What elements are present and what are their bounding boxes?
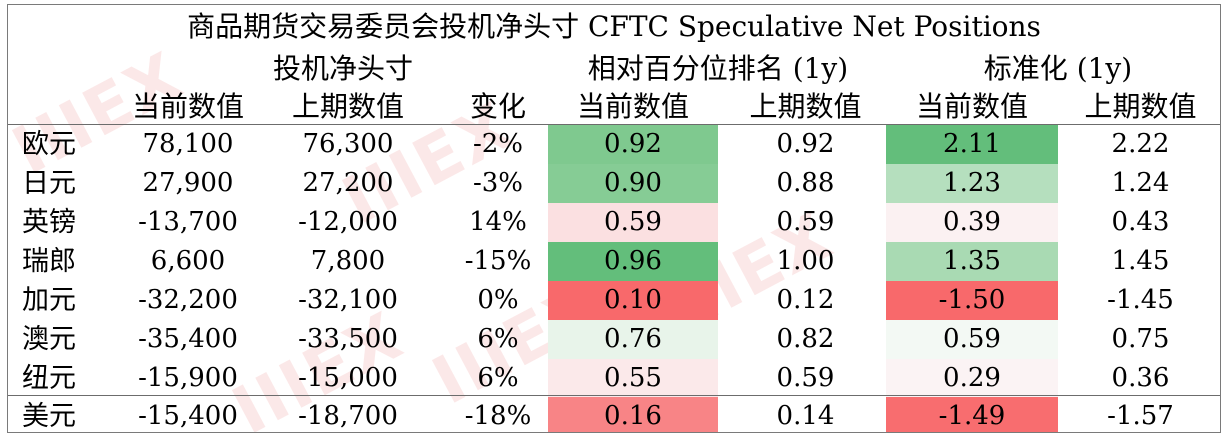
table-row: 欧元 78,100 76,300 -2% 0.92 0.92 2.11 2.22 <box>8 125 1220 164</box>
currency-label: 美元 <box>22 401 76 432</box>
currency-label: 澳元 <box>22 324 76 355</box>
table-title: 商品期货交易委员会投机净头寸 CFTC Speculative Net Posi… <box>187 10 1041 43</box>
rank-current-cell: 0.16 <box>548 397 718 432</box>
value-current-cell: -15,900 <box>138 363 238 393</box>
column-header: 当前数值 <box>131 90 244 123</box>
column-header: 上期数值 <box>291 90 404 123</box>
zscore-current-cell: -1.50 <box>886 281 1058 320</box>
change-cell: -15% <box>464 246 532 276</box>
column-header: 当前数值 <box>576 90 689 123</box>
zscore-current-cell: 0.29 <box>886 359 1058 398</box>
currency-label: 瑞郎 <box>22 246 76 277</box>
rank-current-cell: 0.10 <box>548 281 718 320</box>
column-header: 当前数值 <box>915 90 1028 123</box>
table-row: 纽元 -15,900 -15,000 6% 0.55 0.59 0.29 0.36 <box>8 359 1220 398</box>
zscore-previous-cell: 0.43 <box>1111 207 1170 237</box>
rank-current-cell: 0.90 <box>548 164 718 203</box>
rank-previous-cell: 0.59 <box>776 363 835 393</box>
currency-label: 英镑 <box>22 207 76 238</box>
value-previous-cell: -18,700 <box>298 401 398 431</box>
zscore-current-cell: 0.39 <box>886 203 1058 242</box>
header-divider <box>8 124 1220 125</box>
zscore-current-cell: 0.59 <box>886 320 1058 359</box>
column-header: 上期数值 <box>1084 90 1197 123</box>
value-previous-cell: 7,800 <box>310 246 386 276</box>
rank-current-cell: 0.92 <box>548 125 718 164</box>
value-current-cell: -15,400 <box>138 401 238 431</box>
rank-current-cell: 0.96 <box>548 242 718 281</box>
group-header-percentile-rank: 相对百分位排名 (1y) <box>587 52 849 85</box>
table-row: 瑞郎 6,600 7,800 -15% 0.96 1.00 1.35 1.45 <box>8 242 1220 281</box>
value-previous-cell: 27,200 <box>302 168 394 198</box>
zscore-current-cell: 1.23 <box>886 164 1058 203</box>
value-current-cell: -32,200 <box>138 285 238 315</box>
rank-previous-cell: 1.00 <box>776 246 835 276</box>
zscore-previous-cell: 1.24 <box>1111 168 1170 198</box>
group-header-standardized: 标准化 (1y) <box>983 52 1133 85</box>
group-header-net-positions: 投机净头寸 <box>272 52 413 85</box>
rank-previous-cell: 0.82 <box>776 324 835 354</box>
table-row: 美元 -15,400 -18,700 -18% 0.16 0.14 -1.49 -1.57 <box>8 397 1220 432</box>
zscore-previous-cell: 1.45 <box>1111 246 1170 276</box>
zscore-current-cell: -1.49 <box>886 397 1058 432</box>
rank-current-cell: 0.55 <box>548 359 718 398</box>
value-previous-cell: -33,500 <box>298 324 398 354</box>
zscore-previous-cell: -1.57 <box>1107 401 1174 431</box>
change-cell: -18% <box>464 401 532 431</box>
change-cell: 6% <box>477 363 519 393</box>
value-current-cell: -13,700 <box>138 207 238 237</box>
rank-previous-cell: 0.14 <box>776 401 835 431</box>
change-cell: 14% <box>469 207 527 237</box>
rank-previous-cell: 0.92 <box>776 129 835 159</box>
table-row: 英镑 -13,700 -12,000 14% 0.59 0.59 0.39 0.43 <box>8 203 1220 242</box>
change-cell: -2% <box>472 129 524 159</box>
rank-current-cell: 0.59 <box>548 203 718 242</box>
change-cell: -3% <box>472 168 524 198</box>
change-cell: 6% <box>477 324 519 354</box>
currency-label: 欧元 <box>22 129 76 160</box>
value-previous-cell: -32,100 <box>298 285 398 315</box>
zscore-previous-cell: -1.45 <box>1107 285 1174 315</box>
rank-previous-cell: 0.59 <box>776 207 835 237</box>
rank-previous-cell: 0.88 <box>776 168 835 198</box>
value-current-cell: -35,400 <box>138 324 238 354</box>
rank-previous-cell: 0.12 <box>776 285 835 315</box>
value-previous-cell: 76,300 <box>302 129 394 159</box>
currency-label: 纽元 <box>22 363 76 394</box>
cftc-table: IIIEX IIIEX IIIEX IIIEX IIIEX 商品期货交易委员会投… <box>7 4 1221 433</box>
table-row: 加元 -32,200 -32,100 0% 0.10 0.12 -1.50 -1.45 <box>8 281 1220 320</box>
table-row: 日元 27,900 27,200 -3% 0.90 0.88 1.23 1.24 <box>8 164 1220 203</box>
value-current-cell: 27,900 <box>142 168 234 198</box>
usd-divider <box>8 395 1220 396</box>
value-current-cell: 6,600 <box>150 246 226 276</box>
zscore-previous-cell: 2.22 <box>1111 129 1170 159</box>
zscore-previous-cell: 0.75 <box>1111 324 1170 354</box>
column-header: 变化 <box>469 90 526 123</box>
zscore-current-cell: 2.11 <box>886 125 1058 164</box>
currency-label: 日元 <box>22 168 76 199</box>
column-header: 上期数值 <box>749 90 862 123</box>
value-current-cell: 78,100 <box>142 129 234 159</box>
change-cell: 0% <box>477 285 519 315</box>
zscore-current-cell: 1.35 <box>886 242 1058 281</box>
value-previous-cell: -15,000 <box>298 363 398 393</box>
rank-current-cell: 0.76 <box>548 320 718 359</box>
currency-label: 加元 <box>22 285 76 316</box>
value-previous-cell: -12,000 <box>298 207 398 237</box>
zscore-previous-cell: 0.36 <box>1111 363 1170 393</box>
table-row: 澳元 -35,400 -33,500 6% 0.76 0.82 0.59 0.75 <box>8 320 1220 359</box>
